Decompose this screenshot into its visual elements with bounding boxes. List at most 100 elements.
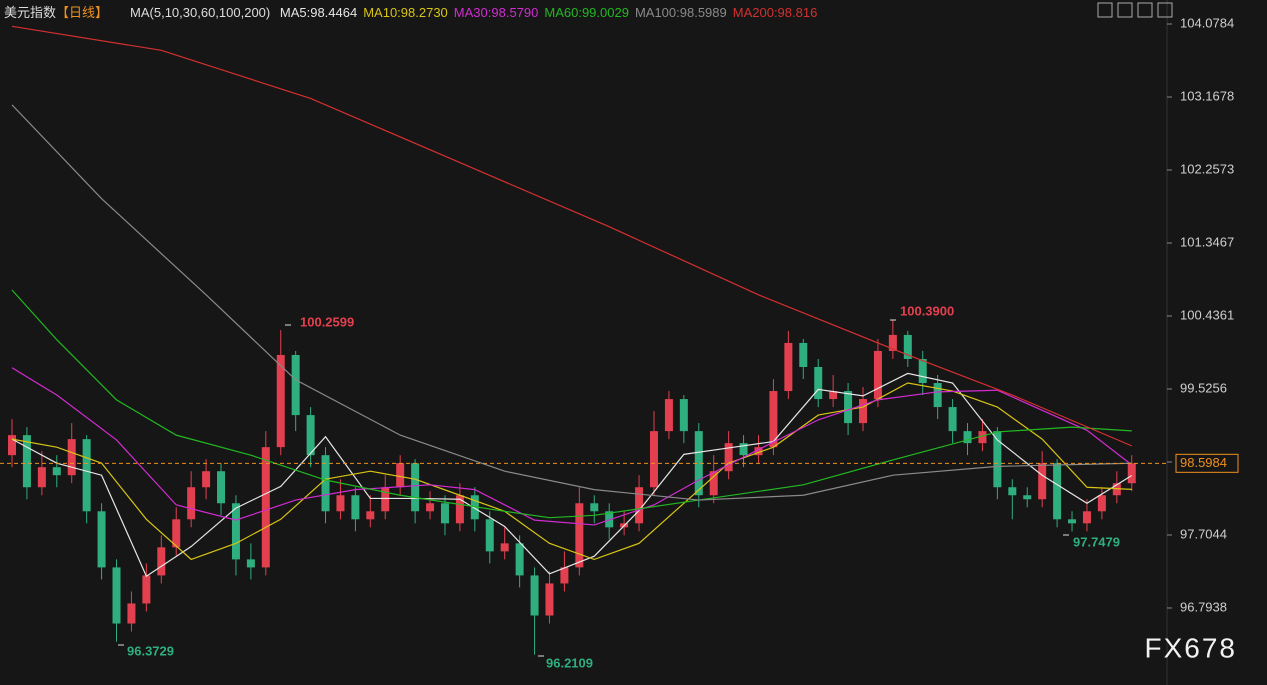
ma-line — [11, 25, 1132, 447]
candle-body — [709, 471, 718, 496]
candle-body — [679, 399, 688, 432]
candle-body — [291, 354, 300, 416]
candle-body — [455, 495, 464, 524]
candle-body — [440, 503, 449, 524]
candle-body — [560, 567, 569, 584]
candle-body — [873, 350, 882, 400]
annotation: 100.2599 — [300, 314, 354, 329]
candle-body — [814, 366, 823, 400]
candle-body — [321, 455, 330, 512]
candle-body — [127, 603, 136, 624]
candle-body — [97, 511, 106, 568]
candle-body — [142, 575, 151, 604]
candle-body — [649, 431, 658, 488]
candle-body — [590, 503, 599, 512]
watermark: FX678 — [1145, 632, 1238, 663]
candle-body — [202, 471, 211, 488]
legend-entry: MA30:98.5790 — [453, 5, 539, 20]
tool-button[interactable] — [1157, 2, 1173, 18]
candle-body — [664, 399, 673, 432]
candle-body — [903, 334, 912, 359]
legend-entry: MA200:98.816 — [732, 5, 818, 20]
candle-body — [1008, 487, 1017, 496]
candle-body — [187, 487, 196, 520]
candle-body — [515, 543, 524, 576]
candle-body — [1082, 511, 1091, 524]
title: 美元指数 — [4, 5, 57, 20]
y-tick-label: 96.7938 — [1180, 599, 1227, 614]
candle-body — [1127, 463, 1136, 484]
candle-body — [217, 471, 226, 504]
candle-body — [381, 487, 390, 512]
plot — [0, 25, 1167, 655]
candle-body — [351, 495, 360, 520]
ma-line — [11, 367, 1133, 526]
toolbar[interactable] — [1097, 2, 1173, 18]
candle-body — [231, 503, 240, 560]
candle-body — [769, 391, 778, 448]
candle-body — [112, 567, 121, 624]
y-tick-label: 100.4361 — [1180, 307, 1234, 322]
indicator[interactable]: MA(5,10,30,60,100,200) — [130, 5, 271, 20]
candle-body — [993, 431, 1002, 488]
candle-body — [724, 443, 733, 472]
legend-entry: MA60:99.0029 — [544, 5, 629, 20]
candle-body — [933, 383, 942, 408]
candle-body — [261, 447, 270, 568]
candle-body — [918, 358, 927, 384]
candle-body — [545, 583, 554, 616]
candle-body — [754, 447, 763, 456]
period[interactable]: 【日线】 — [56, 5, 109, 20]
candle-body — [575, 503, 584, 568]
last-price-label: 98.5984 — [1180, 455, 1227, 470]
candle-body — [694, 431, 703, 496]
candle-body — [799, 342, 808, 367]
candle-body — [530, 575, 539, 616]
candle-body — [1097, 495, 1106, 512]
candle-body — [8, 435, 16, 456]
candle-body — [739, 443, 748, 456]
annotation: 96.2109 — [546, 655, 593, 670]
y-tick-label: 97.7044 — [1180, 526, 1227, 541]
candle-body — [1038, 463, 1047, 500]
candle-body — [396, 463, 405, 488]
ma-line — [11, 382, 1132, 561]
tool-button[interactable] — [1137, 2, 1153, 18]
candle-body — [485, 519, 494, 552]
candle-body — [52, 467, 61, 476]
legend-entry: MA10:98.2730 — [363, 5, 448, 20]
tool-button[interactable] — [1097, 2, 1113, 18]
candle-body — [411, 463, 420, 512]
tool-button[interactable] — [1117, 2, 1133, 18]
candle-body — [829, 391, 838, 400]
candle-body — [859, 399, 868, 424]
candle-body — [22, 435, 31, 488]
last-price-box — [1175, 453, 1239, 473]
candle-body — [635, 487, 644, 524]
candle-body — [172, 519, 181, 548]
annotation: 100.3900 — [900, 303, 954, 318]
legend-entry: MA100:98.5989 — [634, 5, 727, 20]
candle-body — [67, 439, 76, 476]
candle-body — [844, 391, 853, 424]
y-tick-label: 102.2573 — [1180, 161, 1234, 176]
candle-body — [366, 511, 375, 520]
candle-body — [978, 431, 987, 444]
y-tick-label: 104.0784 — [1180, 15, 1234, 30]
candle-body — [948, 407, 957, 432]
annotation: 97.7479 — [1073, 534, 1120, 549]
annotation: 96.3729 — [127, 643, 174, 658]
header: 美元指数【日线】 MA(5,10,30,60,100,200) MA5:98.44… — [4, 2, 823, 21]
y-tick-label: 99.5256 — [1180, 380, 1227, 395]
legend-entry: MA5:98.4464 — [279, 5, 358, 20]
y-tick-label: 101.3467 — [1180, 234, 1234, 249]
ma-line — [11, 372, 1133, 578]
candle-body — [500, 543, 509, 552]
ma-line — [11, 104, 1132, 501]
ma-line — [11, 289, 1132, 519]
candle-body — [157, 547, 166, 576]
candle-body — [426, 503, 435, 512]
